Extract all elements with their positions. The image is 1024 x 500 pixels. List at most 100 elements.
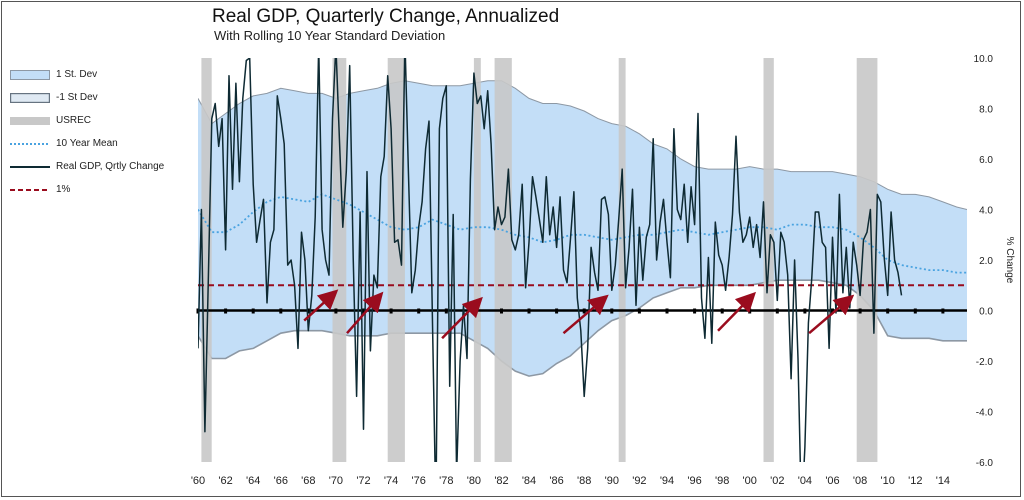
zero-tick bbox=[306, 308, 310, 314]
x-tick-label: '72 bbox=[356, 475, 370, 487]
y-tick-label: 8.0 bbox=[979, 105, 993, 116]
zero-tick bbox=[610, 308, 614, 314]
x-tick-label: '86 bbox=[549, 475, 563, 487]
zero-tick bbox=[334, 308, 338, 314]
zero-tick bbox=[196, 308, 200, 314]
x-tick-label: '90 bbox=[605, 475, 619, 487]
annotation-arrow bbox=[808, 294, 855, 335]
zero-tick bbox=[831, 308, 834, 314]
legend-swatch-band bbox=[10, 70, 50, 80]
recession-bar bbox=[332, 58, 347, 462]
zero-tick bbox=[858, 308, 862, 314]
x-tick-label: '04 bbox=[798, 475, 812, 487]
x-tick-label: '12 bbox=[908, 475, 922, 487]
x-tick-label: '76 bbox=[412, 475, 426, 487]
y-tick-label: -4.0 bbox=[976, 408, 994, 419]
zero-tick bbox=[417, 308, 421, 314]
x-tick-label: '88 bbox=[577, 475, 591, 487]
x-tick-label: '82 bbox=[494, 475, 508, 487]
legend-swatch-mean bbox=[10, 143, 50, 145]
annotation-arrow bbox=[441, 296, 483, 340]
recession-bar bbox=[494, 58, 512, 462]
recession-bar bbox=[201, 58, 212, 462]
recession-bar bbox=[618, 58, 626, 462]
gdp-line bbox=[198, 58, 903, 462]
x-tick-label: '98 bbox=[715, 475, 729, 487]
y-tick-label: 10.0 bbox=[974, 54, 994, 65]
legend-swatch-gdp bbox=[10, 166, 50, 168]
x-tick-label: '68 bbox=[301, 475, 315, 487]
x-tick-label: '06 bbox=[825, 475, 839, 487]
zero-tick bbox=[720, 308, 724, 314]
y-tick-label: 4.0 bbox=[979, 206, 993, 217]
x-tick-label: '02 bbox=[770, 475, 784, 487]
x-tick-label: '64 bbox=[246, 475, 260, 487]
y-axis-label: % Change bbox=[1004, 237, 1015, 284]
chart-subtitle: With Rolling 10 Year Standard Deviation bbox=[214, 28, 446, 43]
zero-tick bbox=[693, 308, 697, 314]
legend-item-minus-sd: -1 St Dev bbox=[10, 89, 190, 112]
x-tick-label: '08 bbox=[853, 475, 867, 487]
zero-tick bbox=[555, 308, 559, 314]
zero-tick bbox=[444, 308, 448, 314]
x-tick-label: '92 bbox=[632, 475, 646, 487]
legend-item-gdp: Real GDP, Qrtly Change bbox=[10, 158, 190, 181]
x-tick-label: '70 bbox=[329, 475, 343, 487]
legend: 1 St. Dev -1 St Dev USREC 10 Year Mean R… bbox=[10, 66, 190, 204]
zero-tick bbox=[775, 308, 779, 314]
zero-tick bbox=[251, 308, 255, 314]
x-tick-label: '10 bbox=[881, 475, 895, 487]
recession-bar bbox=[856, 58, 878, 462]
zero-tick bbox=[803, 308, 807, 314]
legend-item-plus-sd: 1 St. Dev bbox=[10, 66, 190, 89]
legend-item-mean: 10 Year Mean bbox=[10, 135, 190, 158]
x-tick-label: '62 bbox=[218, 475, 232, 487]
zero-tick bbox=[279, 308, 283, 314]
zero-tick bbox=[665, 308, 669, 314]
zero-tick bbox=[500, 308, 503, 314]
x-tick-label: '74 bbox=[384, 475, 398, 487]
zero-tick bbox=[472, 308, 476, 314]
annotation-arrow bbox=[346, 291, 384, 335]
y-tick-label: 6.0 bbox=[979, 155, 993, 166]
zero-tick bbox=[389, 308, 393, 314]
legend-label: 10 Year Mean bbox=[56, 138, 118, 149]
legend-label: USREC bbox=[56, 115, 92, 126]
annotation-arrow bbox=[562, 294, 609, 335]
legend-item-usrec: USREC bbox=[10, 112, 190, 135]
plus-sd-line bbox=[198, 80, 967, 210]
legend-label: 1 St. Dev bbox=[56, 69, 98, 80]
legend-swatch-minus-band bbox=[10, 93, 50, 103]
chart-title: Real GDP, Quarterly Change, Annualized bbox=[212, 6, 560, 27]
legend-label: Real GDP, Qrtly Change bbox=[56, 161, 165, 172]
zero-tick bbox=[913, 308, 917, 314]
x-tick-label: '66 bbox=[274, 475, 288, 487]
legend-swatch-one-pct bbox=[10, 189, 50, 191]
x-tick-label: '96 bbox=[687, 475, 701, 487]
x-tick-label: '60 bbox=[191, 475, 205, 487]
x-tick-label: '84 bbox=[522, 475, 536, 487]
annotation-arrow bbox=[303, 289, 339, 322]
legend-label: 1% bbox=[56, 184, 71, 195]
mean-line bbox=[198, 193, 967, 274]
std-dev-band bbox=[198, 80, 967, 377]
y-tick-label: 2.0 bbox=[979, 256, 993, 267]
legend-label: -1 St Dev bbox=[56, 92, 98, 103]
legend-item-one-pct: 1% bbox=[10, 181, 190, 204]
zero-tick bbox=[886, 308, 890, 314]
zero-tick bbox=[224, 308, 228, 314]
y-tick-label: -6.0 bbox=[976, 458, 994, 469]
zero-tick bbox=[748, 308, 752, 314]
zero-tick bbox=[941, 308, 945, 314]
legend-swatch-usrec bbox=[10, 117, 50, 125]
x-tick-label: '78 bbox=[439, 475, 453, 487]
x-tick-label: '80 bbox=[467, 475, 481, 487]
x-tick-label: '00 bbox=[743, 475, 757, 487]
zero-tick bbox=[582, 308, 586, 314]
y-tick-label: -2.0 bbox=[976, 357, 994, 368]
x-tick-label: '14 bbox=[936, 475, 950, 487]
zero-tick bbox=[527, 308, 531, 314]
annotation-arrow bbox=[717, 291, 756, 332]
x-tick-label: '94 bbox=[660, 475, 674, 487]
